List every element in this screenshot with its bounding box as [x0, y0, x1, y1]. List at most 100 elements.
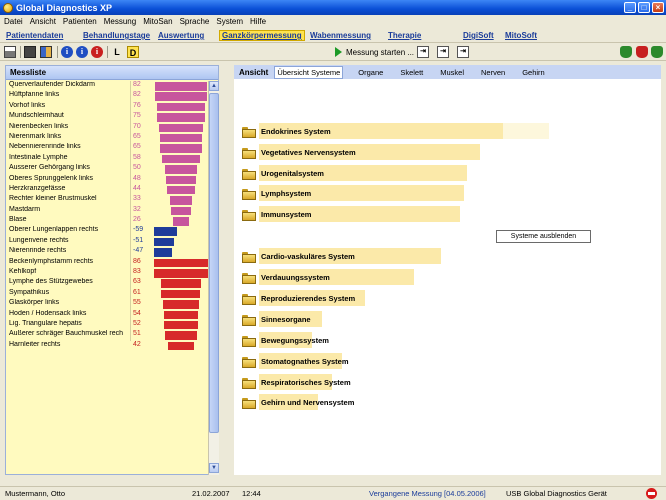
list-item-bar: [165, 165, 197, 174]
system-row[interactable]: Lymphsystem: [242, 185, 642, 201]
list-item[interactable]: Herzkranzgefässe 44: [6, 185, 208, 195]
list-item[interactable]: Blase 26: [6, 216, 208, 226]
list-item-value: 32: [133, 205, 141, 213]
scroll-thumb[interactable]: [209, 93, 219, 433]
left-side-button[interactable]: L: [114, 47, 120, 57]
nav-patientendaten[interactable]: Patientendaten: [6, 31, 64, 40]
nav-wabenmessung[interactable]: Wabenmessung: [310, 31, 372, 40]
list-item[interactable]: Äußerer schräger Bauchmuskel rech 51: [6, 330, 208, 340]
list-scrollbar[interactable]: ▲ ▼: [208, 81, 219, 475]
menu-patienten[interactable]: Patienten: [62, 17, 97, 26]
tab-nerven[interactable]: Nerven: [481, 67, 506, 77]
start-measurement-button[interactable]: Messung starten ...: [335, 45, 414, 59]
list-item[interactable]: Nierenrinde rechts -47: [6, 247, 208, 257]
menu-mitosan[interactable]: MitoSan: [143, 17, 173, 26]
list-item[interactable]: Hüftpfanne links 82: [6, 91, 208, 101]
layout-icon[interactable]: [40, 46, 52, 58]
hand-green-icon[interactable]: [651, 46, 663, 58]
nav-behandlungstage[interactable]: Behandlungstage: [83, 31, 151, 40]
list-item[interactable]: Beckenlymphstamm rechts 86: [6, 258, 209, 268]
system-row[interactable]: Verdauungssystem: [242, 269, 642, 285]
save-icon[interactable]: [24, 46, 36, 58]
list-item[interactable]: Lymphe des Stützgewebes 63: [6, 278, 208, 288]
import-icon[interactable]: ⇥: [417, 46, 429, 58]
system-row[interactable]: Vegetatives Nervensystem: [242, 144, 642, 160]
nav-auswertung[interactable]: Auswertung: [158, 31, 205, 40]
list-item[interactable]: Vorhof links 76: [6, 102, 208, 112]
list-item[interactable]: Mundschleimhaut 75: [6, 112, 208, 122]
status-device: USB Global Diagnostics Gerät: [506, 489, 607, 498]
info-alert-icon[interactable]: i: [91, 46, 103, 58]
scroll-up-icon[interactable]: ▲: [209, 81, 219, 91]
hide-systems-button[interactable]: Systeme ausblenden: [496, 230, 591, 243]
list-item[interactable]: Rechter kleiner Brustmuskel 33: [6, 195, 208, 205]
close-button[interactable]: ×: [652, 2, 664, 13]
system-row[interactable]: Reproduzierendes System: [242, 290, 642, 306]
tab-organe[interactable]: Organe: [358, 67, 384, 77]
nav-therapie[interactable]: Therapie: [388, 31, 422, 40]
stop-icon[interactable]: [646, 488, 657, 499]
d-mode-button[interactable]: D: [127, 46, 139, 58]
nav-digisoft[interactable]: DigiSoft: [463, 31, 494, 40]
list-item[interactable]: Nierenmark links 65: [6, 133, 208, 143]
next-icon[interactable]: ⇥: [457, 46, 469, 58]
list-item[interactable]: Lungenvene rechts -51: [6, 237, 208, 247]
list-item[interactable]: Lig. Triangulare hepatis 52: [6, 320, 208, 330]
system-row[interactable]: Respiratorisches System: [242, 374, 642, 390]
tab-skelett[interactable]: Skelett: [400, 67, 424, 77]
list-item[interactable]: Nierenbecken links 70: [6, 123, 208, 133]
list-item-value: -59: [133, 226, 144, 234]
system-row[interactable]: Cardio-vaskuläres System: [242, 248, 642, 264]
list-item-value: 55: [133, 299, 141, 307]
system-row[interactable]: Sinnesorgane: [242, 311, 642, 327]
list-item[interactable]: Harnleiter rechts 42: [6, 341, 208, 351]
list-item-bar: [154, 92, 208, 101]
menu-sprache[interactable]: Sprache: [179, 17, 210, 26]
menu-ansicht[interactable]: Ansicht: [29, 17, 56, 26]
list-item[interactable]: Mastdarm 32: [6, 206, 208, 216]
list-item[interactable]: Sympathikus 61: [6, 289, 208, 299]
list-item[interactable]: Glaskörper links 55: [6, 299, 208, 309]
system-row[interactable]: Gehirn und Nervensystem: [242, 394, 642, 410]
system-row[interactable]: Stomatognathes System: [242, 353, 642, 369]
list-item-value: 42: [133, 340, 141, 348]
list-item[interactable]: Kehlkopf 83: [6, 268, 208, 278]
list-item[interactable]: Nebennierenrinde links 65: [6, 143, 208, 153]
toolbar-separator: [107, 46, 108, 58]
folder-open-icon: [242, 126, 256, 138]
tab-übersicht-systeme[interactable]: Übersicht Systeme: [274, 65, 344, 79]
maximize-button[interactable]: □: [638, 2, 650, 13]
tab-muskel[interactable]: Muskel: [440, 67, 465, 77]
menu-hilfe[interactable]: Hilfe: [250, 17, 267, 26]
tab-gehirn[interactable]: Gehirn: [522, 67, 545, 77]
export-icon[interactable]: ⇥: [437, 46, 449, 58]
list-item-bar: [154, 82, 208, 91]
menu-system[interactable]: System: [216, 17, 244, 26]
print-icon[interactable]: [4, 46, 16, 58]
list-item-name: Kehlkopf: [9, 268, 37, 276]
list-item-bar: [170, 206, 192, 216]
system-row[interactable]: Bewegungssystem: [242, 332, 642, 348]
list-item-name: Nierenrinde rechts: [9, 247, 67, 255]
scroll-down-icon[interactable]: ▼: [209, 463, 219, 473]
list-item[interactable]: Intestinale Lymphe 58: [6, 154, 208, 164]
hand-red-icon[interactable]: [636, 46, 648, 58]
menu-messung[interactable]: Messung: [103, 17, 137, 26]
list-item[interactable]: Oberes Sprunggelenk links 48: [6, 175, 208, 185]
system-row[interactable]: Endokrines System: [242, 123, 642, 139]
nav-mitosoft[interactable]: MitoSoft: [505, 31, 537, 40]
menu-datei[interactable]: Datei: [4, 17, 23, 26]
system-name: Reproduzierendes System: [261, 293, 356, 303]
info-icon[interactable]: i: [61, 46, 73, 58]
minimize-button[interactable]: _: [624, 2, 636, 13]
system-row[interactable]: Immunsystem: [242, 206, 642, 222]
info-icon[interactable]: i: [76, 46, 88, 58]
list-item[interactable]: Oberer Lungenlappen rechts -59: [6, 226, 208, 236]
list-item[interactable]: Querverlaufender Dickdarm 82: [6, 81, 208, 91]
list-item-name: Mastdarm: [9, 205, 41, 213]
nav-ganzkörpermessung[interactable]: Ganzkörpermessung: [219, 30, 305, 41]
system-row[interactable]: Urogenitalsystem: [242, 165, 642, 181]
list-item[interactable]: Äusserer Gehörgang links 50: [6, 164, 208, 174]
list-item[interactable]: Hoden / Hodensack links 54: [6, 310, 208, 320]
hand-green-icon[interactable]: [620, 46, 632, 58]
